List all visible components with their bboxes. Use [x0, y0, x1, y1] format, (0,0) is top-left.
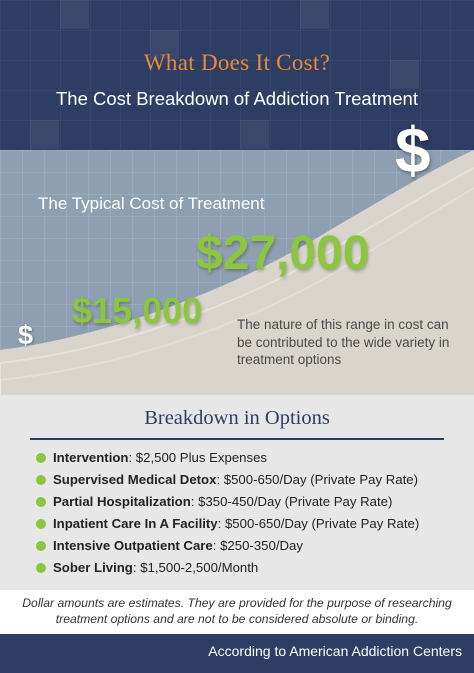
cost-curve-graphic	[0, 150, 474, 395]
option-detail: : $350-450/Day (Private Pay Rate)	[190, 494, 393, 509]
cost-panel	[0, 150, 474, 395]
list-item: Inpatient Care In A Facility: $500-650/D…	[36, 514, 466, 534]
price-low: $15,000	[72, 290, 203, 331]
page-subtitle: The Cost Breakdown of Addiction Treatmen…	[56, 88, 418, 109]
page-title: What Does It Cost?	[143, 50, 331, 75]
typical-cost-heading: The Typical Cost of Treatment	[38, 194, 265, 213]
option-name: Intervention	[53, 450, 129, 465]
disclaimer-text: Dollar amounts are estimates. They are p…	[22, 596, 452, 626]
bullet-icon	[36, 519, 46, 529]
option-detail: : $1,500-2,500/Month	[132, 560, 259, 575]
grid-square	[150, 30, 179, 59]
dollar-large-icon: $	[395, 114, 431, 186]
bullet-icon	[36, 475, 46, 485]
disclaimer-section: Dollar amounts are estimates. They are p…	[0, 590, 474, 634]
dollar-small-icon: $	[18, 320, 34, 350]
option-name: Intensive Outpatient Care	[53, 538, 213, 553]
price-high: $27,000	[196, 227, 370, 280]
grid-square	[60, 0, 89, 29]
breakdown-section: Breakdown in Options Intervention: $2,50…	[0, 395, 474, 590]
list-item: Partial Hospitalization: $350-450/Day (P…	[36, 492, 466, 512]
bullet-icon	[36, 453, 46, 463]
breakdown-divider	[30, 438, 444, 440]
source-attribution: According to American Addiction Centers	[208, 643, 462, 659]
option-name: Inpatient Care In A Facility	[53, 516, 218, 531]
option-name: Supervised Medical Detox	[53, 472, 217, 487]
bullet-icon	[36, 497, 46, 507]
option-detail: : $250-350/Day	[212, 538, 303, 553]
list-item: Intensive Outpatient Care: $250-350/Day	[36, 536, 466, 556]
list-item: Supervised Medical Detox: $500-650/Day (…	[36, 470, 466, 490]
grid-square	[300, 0, 329, 29]
list-item: Sober Living: $1,500-2,500/Month	[36, 558, 466, 578]
option-detail: : $500-650/Day (Private Pay Rate)	[217, 516, 420, 531]
cost-range-note: The nature of this range in cost can be …	[237, 317, 450, 367]
footer-bar: According to American Addiction Centers	[0, 634, 474, 673]
option-detail: : $2,500 Plus Expenses	[128, 450, 268, 465]
breakdown-title: Breakdown in Options	[144, 407, 330, 429]
grid-square	[390, 60, 419, 89]
grid-square	[30, 120, 59, 149]
option-name: Partial Hospitalization	[53, 494, 191, 509]
bullet-icon	[36, 563, 46, 573]
grid-square	[240, 120, 269, 149]
option-name: Sober Living	[53, 560, 133, 575]
option-detail: : $500-650/Day (Private Pay Rate)	[216, 472, 419, 487]
bullet-icon	[36, 541, 46, 551]
header-banner: What Does It Cost? The Cost Breakdown of…	[0, 0, 474, 150]
header-grid-pattern	[0, 0, 474, 150]
list-item: Intervention: $2,500 Plus Expenses	[36, 448, 466, 468]
